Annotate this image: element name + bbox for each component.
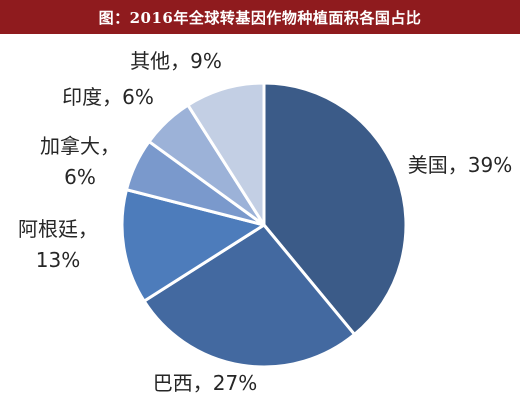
slice-label-line: 加拿大，	[40, 134, 120, 158]
slice-label-line: 6%	[64, 165, 96, 189]
chart-title: 图：2016年全球转基因作物种植面积各国占比	[98, 8, 422, 27]
slice-label-line: 其他，9%	[130, 49, 222, 73]
pie-slice-3	[120, 188, 266, 303]
pie-slices	[120, 81, 408, 369]
slice-label-1: 美国，39%	[408, 153, 512, 177]
slice-label-line: 印度，6%	[62, 85, 154, 109]
slice-label-line: 13%	[36, 248, 80, 272]
slice-label-4: 加拿大， 6%	[40, 134, 120, 189]
slice-label-line: 阿根廷，	[18, 217, 98, 241]
slice-label-6: 其他，9%	[130, 49, 222, 73]
slice-label-2: 巴西，27%	[153, 371, 257, 395]
slice-label-5: 印度，6%	[62, 85, 154, 109]
pie-slice-2	[142, 223, 357, 369]
slice-label-line: 美国，39%	[408, 153, 512, 177]
pie-labels: 美国，39% 巴西，27% 阿根廷， 13% 加拿大， 6% 印度，6% 其他，9%	[18, 49, 512, 395]
pie-slice-6	[186, 81, 266, 227]
title-bar: 图：2016年全球转基因作物种植面积各国占比	[0, 0, 520, 34]
pie-slice-1	[262, 81, 408, 336]
slice-label-line: 巴西，27%	[153, 371, 257, 395]
slice-label-3: 阿根廷， 13%	[18, 217, 98, 272]
